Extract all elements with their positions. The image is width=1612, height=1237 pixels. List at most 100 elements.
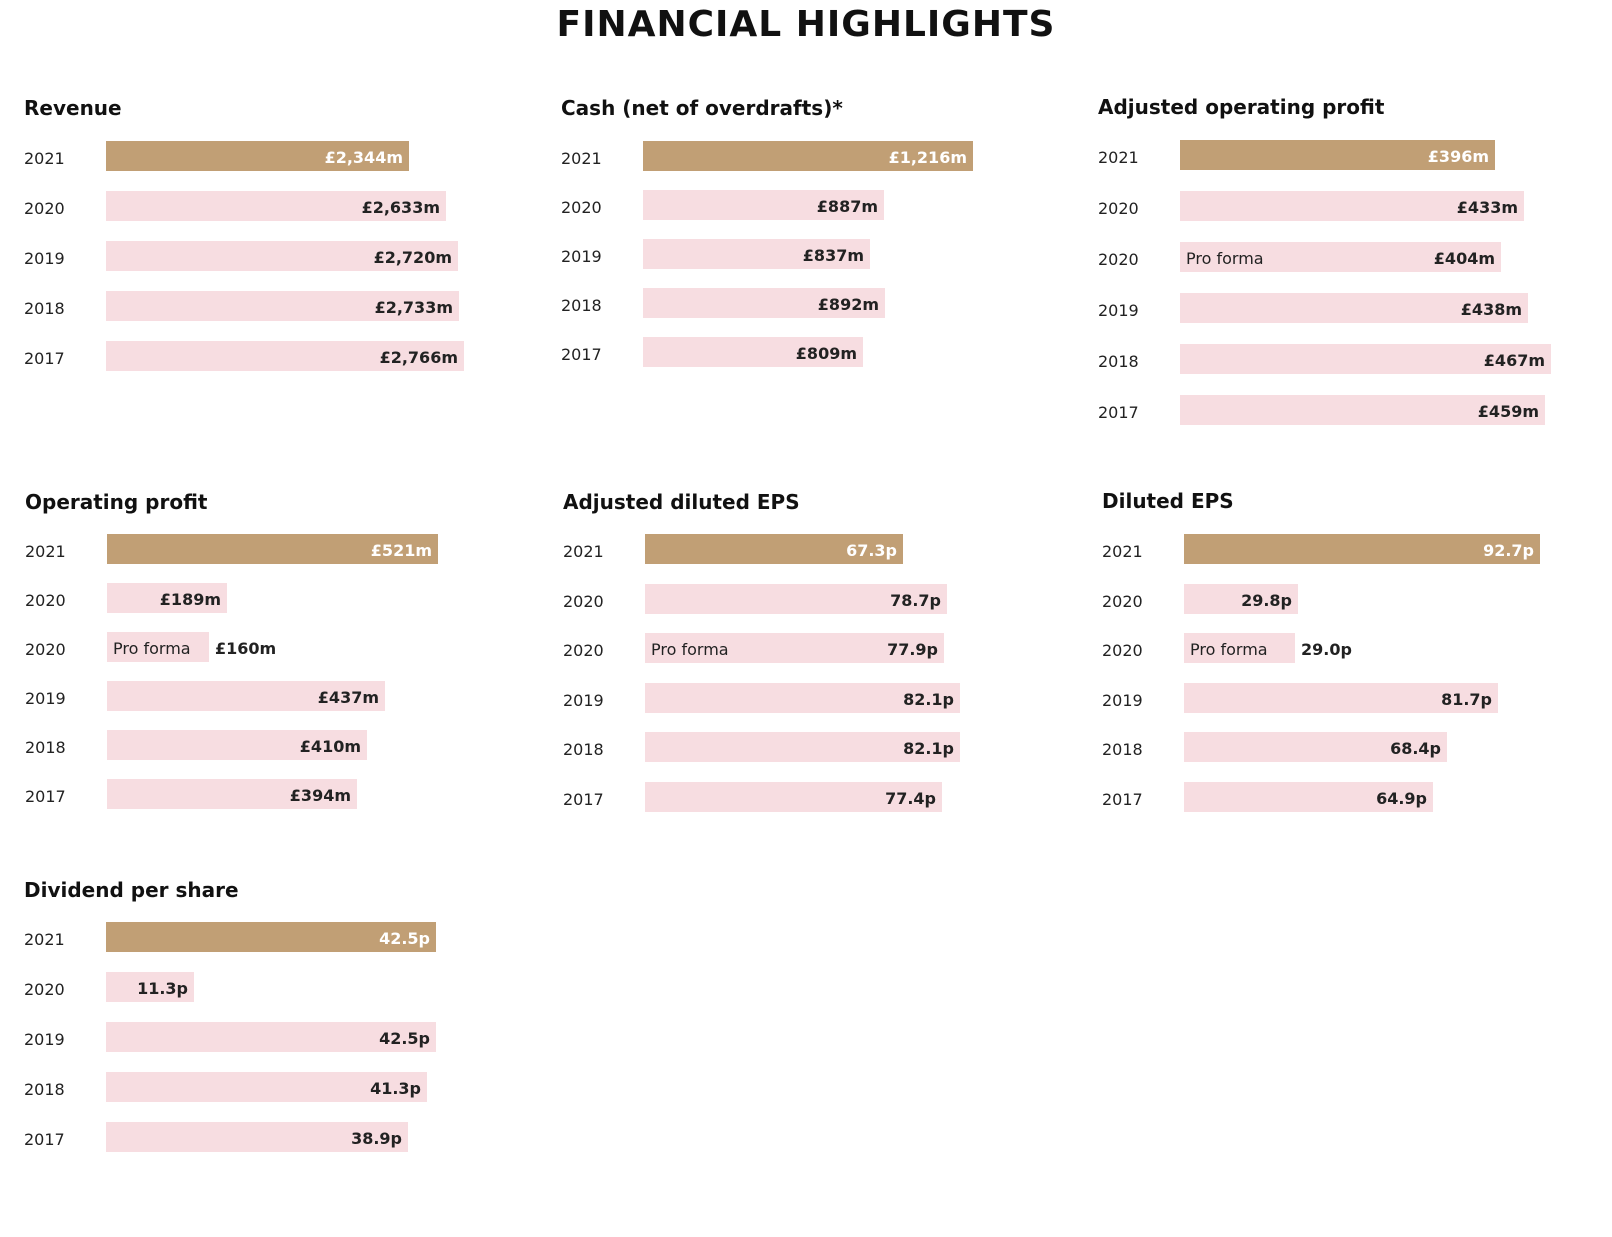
year-label: 2018 (25, 738, 66, 757)
bar (106, 291, 459, 321)
value-label: £433m (1456, 198, 1518, 217)
bar (1184, 633, 1295, 663)
value-label: 77.4p (885, 788, 936, 808)
year-label: 2021 (561, 149, 602, 168)
year-label: 2020 (563, 641, 604, 660)
bar (645, 781, 942, 812)
bar-row: 2021 £1,216m (561, 141, 1081, 171)
value-label: £887m (816, 197, 878, 216)
bar (645, 732, 960, 762)
pro-forma-label: Pro forma (651, 640, 729, 659)
bar (1180, 293, 1528, 323)
chart-title: Diluted EPS (1102, 489, 1234, 513)
year-label: 2019 (25, 689, 66, 708)
year-label: 2021 (24, 149, 65, 168)
year-label: 2018 (1098, 352, 1139, 371)
value-label: £892m (817, 295, 879, 314)
pro-forma-label: Pro forma (113, 639, 191, 658)
year-label: 2020 (1098, 250, 1139, 269)
bar (643, 239, 870, 269)
value-label: 42.5p (379, 929, 430, 948)
value-label: £437m (317, 688, 379, 707)
year-label: 2020 (25, 640, 66, 659)
page-title: FINANCIAL HIGHLIGHTS (556, 4, 1056, 45)
bar (1184, 781, 1433, 812)
value-label: 41.3p (370, 1079, 421, 1098)
value-label: 29.8p (1241, 590, 1292, 610)
chart-title: Operating profit (25, 490, 208, 514)
value-label: £521m (370, 541, 432, 560)
bar (106, 1072, 427, 1102)
year-label: 2017 (561, 345, 602, 364)
value-label: 81.7p (1441, 689, 1492, 709)
value-label: £2,766m (379, 348, 458, 367)
year-label: 2017 (1102, 789, 1143, 809)
bar-row: 2020 £189m (25, 583, 545, 613)
value-label: £809m (795, 344, 857, 363)
chart-panel: Dividend per share 2021 42.5p 2020 11.3p 2019… (24, 878, 524, 1182)
year-label: 2019 (24, 1030, 65, 1049)
year-label: 2018 (24, 1080, 65, 1099)
bar-row: 2017 £809m (561, 337, 1081, 367)
bar-row: 2018 £2,733m (24, 291, 544, 321)
bar (1180, 191, 1524, 221)
year-label: 2018 (1102, 740, 1143, 759)
bar-row: 2021 £396m (1098, 140, 1612, 170)
bar-current-year (645, 534, 903, 564)
year-label: 2017 (24, 349, 65, 368)
bar-row: 2019 £2,720m (24, 241, 544, 271)
value-label: 38.9p (351, 1129, 402, 1148)
bar-row: 2020 Pro forma £160m (25, 632, 545, 662)
bar-current-year (1180, 140, 1495, 170)
value-label: £2,633m (361, 198, 440, 217)
year-label: 2017 (24, 1130, 65, 1149)
chart-title: Dividend per share (24, 878, 239, 902)
year-label: 2018 (24, 299, 65, 318)
bar (106, 341, 464, 371)
bar (1180, 344, 1551, 374)
bar-current-year (1184, 534, 1540, 564)
bar-row: 2017 £2,766m (24, 341, 544, 371)
bar-current-year (107, 534, 438, 564)
bar-row: 2020 11.3p (24, 972, 544, 1002)
bar (106, 1122, 408, 1152)
chart-panel: Revenue 2021 £2,344m 2020 £2,633m 2019 £2,720m… (24, 96, 524, 401)
value-label: £189m (159, 590, 221, 609)
bar (1184, 682, 1498, 713)
year-label: 2019 (561, 247, 602, 266)
bar-row: 2019 £437m (25, 681, 545, 711)
bar (106, 191, 446, 221)
pro-forma-label: Pro forma (1186, 249, 1264, 268)
value-label: £404m (1433, 249, 1495, 268)
year-label: 2017 (25, 787, 66, 806)
bar-row: 2018 68.4p (1102, 732, 1612, 762)
bar (107, 632, 209, 662)
bar-row: 2018 41.3p (24, 1072, 544, 1102)
value-label: 78.7p (890, 590, 941, 610)
year-label: 2019 (24, 249, 65, 268)
year-label: 2020 (1102, 591, 1143, 611)
bar-row: 2021 92.7p (1102, 534, 1612, 564)
year-label: 2019 (563, 690, 604, 710)
bar-row: 2020 Pro forma £404m (1098, 242, 1612, 272)
year-label: 2021 (1102, 542, 1143, 561)
bar-row: 2019 42.5p (24, 1022, 544, 1052)
year-label: 2020 (24, 199, 65, 218)
bar-row: 2020 78.7p (563, 583, 1083, 614)
bar-row: 2019 82.1p (563, 682, 1083, 713)
chart-title: Adjusted diluted EPS (563, 490, 800, 514)
value-label: 92.7p (1483, 541, 1534, 560)
value-label: £2,733m (374, 298, 453, 317)
bar-row: 2020 Pro forma 77.9p (563, 633, 1083, 663)
chart-panel: Diluted EPS 2021 92.7p 2020 29.8p 2020 Pro for… (1102, 489, 1602, 841)
pro-forma-label: Pro forma (1190, 640, 1268, 659)
year-label: 2020 (25, 591, 66, 610)
bar-row: 2018 £467m (1098, 344, 1612, 374)
bar (1180, 395, 1545, 425)
chart-panel: Operating profit 2021 £521m 2020 £189m 2020 Pr… (25, 490, 525, 838)
value-label: £837m (802, 246, 864, 265)
year-label: 2020 (563, 591, 604, 611)
value-label: 82.1p (903, 689, 954, 709)
value-label: £396m (1427, 147, 1489, 166)
year-label: 2018 (563, 740, 604, 759)
